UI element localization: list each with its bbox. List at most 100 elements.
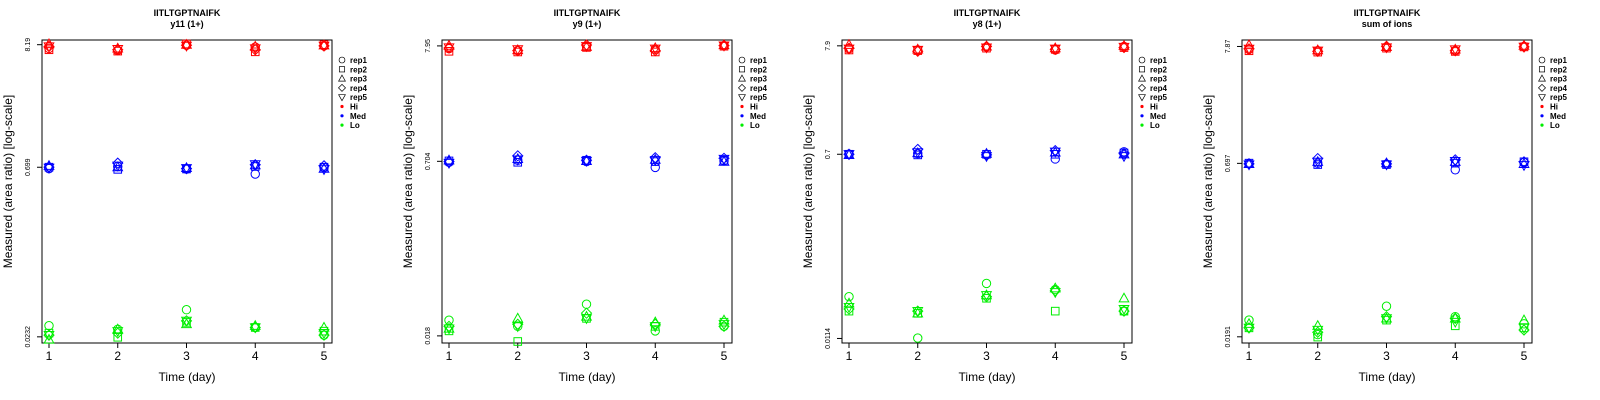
data-point-med-rep4 [980,149,993,161]
data-point-lo-rep5 [249,323,261,334]
x-tick-label: 4 [252,349,259,363]
y-tick-label: 0.0191 [1225,326,1232,348]
y-tick-label: 0.704 [425,152,432,170]
data-point-med-rep5 [180,164,193,175]
data-point-med-rep5 [980,152,993,163]
legend-label: Lo [750,121,760,130]
data-point-hi-rep5 [43,42,55,53]
legend-dot [740,123,744,127]
data-point-hi-rep5 [1312,46,1324,57]
data-point-lo-rep3 [843,297,855,308]
data-point-lo-rep1 [44,321,54,331]
data-point-lo-rep1 [181,305,192,315]
data-point-med-rep1 [1050,154,1060,164]
data-point-med-rep4 [1449,154,1461,166]
legend-label: rep3 [350,75,367,84]
legend-symbol [338,83,346,92]
data-point-hi-rep5 [912,45,924,57]
y-axis-label: Measured (area ratio) [log-scale] [401,95,415,268]
data-point-lo-rep5 [1243,323,1255,334]
data-point-lo-rep3 [1049,282,1061,293]
legend-label: rep2 [1550,65,1567,74]
data-point-lo-rep3 [1118,292,1130,303]
data-point-lo-rep5 [180,316,193,327]
chart-title: IITLTGPTNAIFK [154,8,221,18]
plot-frame [1241,39,1533,344]
legend-label: Med [1550,112,1566,121]
data-point-hi-rep2 [250,47,260,57]
x-tick-label: 3 [583,349,590,363]
data-point-med-rep4 [912,143,924,156]
x-tick-label: 2 [914,349,921,363]
data-point-hi-rep5 [580,42,593,53]
legend-symbol [738,66,746,73]
legend-symbol [338,56,346,64]
data-point-lo-rep2 [1313,332,1323,342]
data-point-med-rep5 [718,154,730,165]
legend-label: Lo [1150,121,1160,130]
data-point-med-rep4 [1312,152,1324,165]
x-tick-label: 2 [514,349,521,363]
legend-label: rep1 [1550,56,1567,65]
x-tick-label: 4 [1052,349,1059,363]
data-point-med-rep5 [649,156,661,167]
legend-symbol [1538,94,1546,102]
data-point-lo-rep1 [581,299,592,309]
x-tick-label: 3 [983,349,990,363]
y-tick-label: 0.697 [1225,154,1232,172]
legend-label: rep2 [750,65,767,74]
data-point-med-rep4 [1518,156,1530,168]
legend-symbol [1138,94,1146,102]
legend-label: rep4 [1150,84,1167,93]
x-tick-label: 5 [321,349,328,363]
x-tick-label: 5 [1121,349,1128,363]
data-point-hi-rep5 [180,41,193,52]
y-tick-label: 8.19 [25,38,32,52]
chart-subtitle: sum of ions [1362,19,1413,29]
data-point-med-rep5 [843,150,855,161]
legend-label: Lo [350,121,360,130]
data-point-hi-rep3 [718,38,730,50]
y-axis-label: Measured (area ratio) [log-scale] [1201,95,1215,268]
data-point-hi-rep5 [1380,43,1393,54]
y-tick-label: 0.0232 [25,326,32,348]
data-point-hi-rep1 [250,42,260,52]
legend-symbol [1538,83,1546,92]
data-point-med-rep3 [1118,148,1130,159]
legend-label: rep3 [1150,75,1167,84]
data-point-med-rep5 [318,165,330,176]
data-point-lo-rep5 [718,320,730,331]
data-point-lo-rep4 [1049,285,1061,297]
data-point-hi-rep2 [444,46,454,56]
data-point-lo-rep4 [1518,324,1530,336]
data-point-lo-rep5 [443,324,455,335]
data-point-med-rep5 [249,160,261,171]
data-point-hi-rep5 [1049,44,1061,55]
legend-dot [1140,123,1144,127]
data-point-hi-rep5 [1118,42,1130,54]
legend-symbol [338,66,346,73]
data-point-lo-rep4 [112,327,124,339]
data-point-hi-rep3 [1243,39,1255,50]
data-point-lo-rep5 [580,314,593,325]
legend-dot [1140,104,1144,109]
legend-label: rep5 [1150,93,1167,102]
plot-frame [41,39,333,344]
x-tick-label: 1 [1246,349,1253,363]
x-axis-label: Time (day) [159,370,216,384]
legend-dot [740,104,744,109]
legend-symbol [738,56,746,64]
data-point-lo-rep5 [318,329,330,340]
y-tick-label: 0.699 [25,158,32,176]
legend-symbol [338,94,346,102]
legend-symbol [1138,56,1146,64]
data-point-hi-rep5 [443,43,455,54]
legend-symbol [738,83,746,92]
data-point-lo-rep4 [718,320,730,333]
y-tick-label: 7.9 [825,41,832,51]
legend-label: rep4 [1550,84,1567,93]
plot-frame [441,39,733,344]
data-point-hi-rep4 [980,40,993,53]
